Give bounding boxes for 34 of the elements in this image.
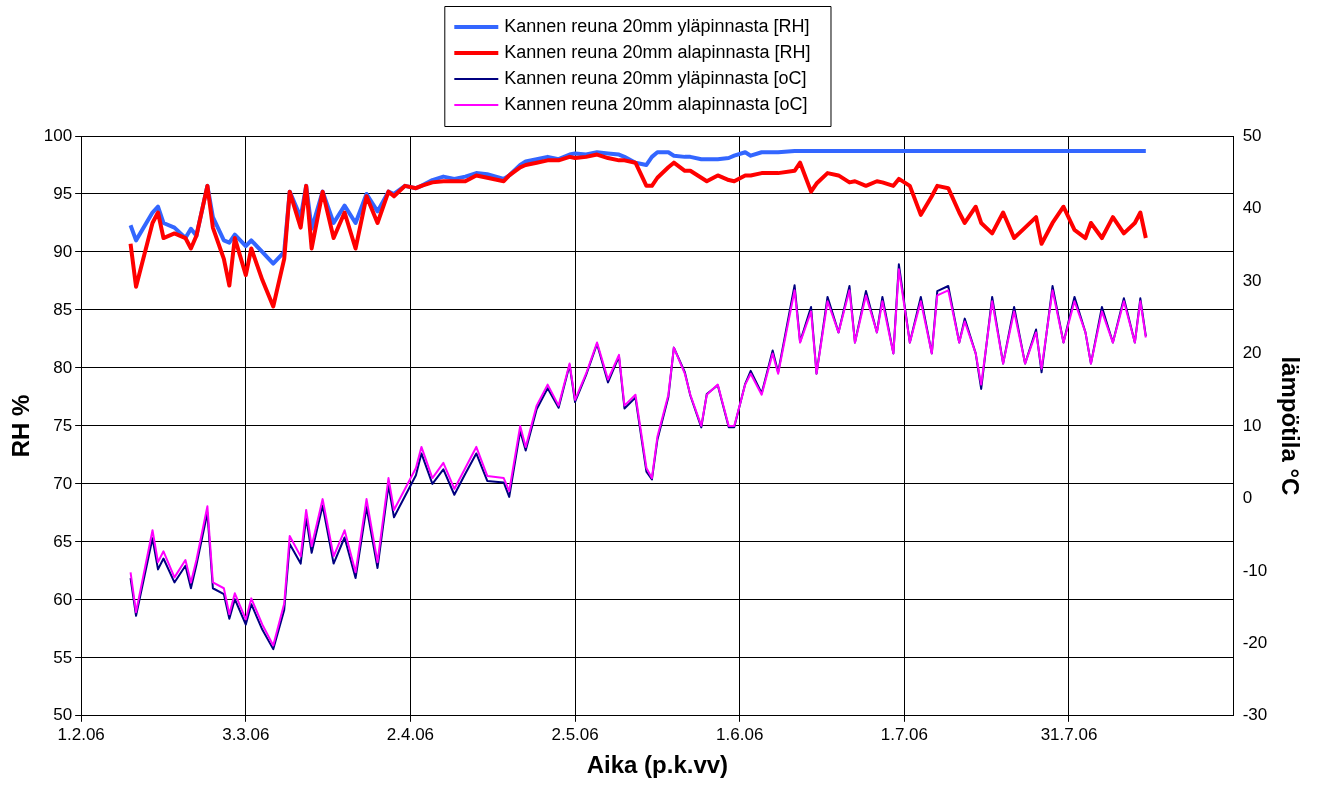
- y2-tick-label: -30: [1242, 705, 1268, 725]
- x-tick-label: 1.7.06: [880, 724, 928, 744]
- y-tick-label: 100: [43, 125, 73, 145]
- y-tick-label: 85: [53, 299, 73, 319]
- y2-tick-label: 40: [1242, 198, 1262, 218]
- legend-label: Kannen reuna 20mm alapinnasta [RH]: [504, 41, 811, 62]
- y2-tick-label: 50: [1242, 125, 1262, 145]
- y2-tick-label: 0: [1242, 488, 1253, 508]
- x-tick-label: 3.3.06: [222, 724, 270, 744]
- y-tick-label: 50: [53, 705, 73, 725]
- y-tick-label: 60: [53, 589, 73, 609]
- y-tick-label: 70: [53, 473, 73, 493]
- x-tick-label: 2.4.06: [386, 724, 435, 744]
- y-axis-title: RH %: [7, 394, 35, 458]
- y-tick-label: 90: [53, 241, 73, 261]
- y2-tick-label: 20: [1242, 343, 1262, 363]
- x-axis-title: Aika (p.k.vv): [586, 751, 729, 779]
- y-tick-label: 95: [53, 183, 73, 203]
- y2-axis-title: lämpötila °C: [1276, 356, 1304, 496]
- y2-tick-label: -20: [1242, 633, 1268, 653]
- y-tick-label: 80: [53, 357, 73, 377]
- y2-tick-label: 30: [1242, 270, 1262, 290]
- y2-tick-label: -10: [1242, 560, 1268, 580]
- x-tick-label: 1.6.06: [716, 724, 764, 744]
- x-tick-label: 31.7.06: [1040, 724, 1098, 744]
- legend-label: Kannen reuna 20mm alapinnasta [oC]: [504, 93, 808, 114]
- y-tick-label: 55: [53, 647, 73, 667]
- legend-label: Kannen reuna 20mm yläpinnasta [oC]: [504, 67, 807, 88]
- x-tick-label: 1.2.06: [57, 724, 105, 744]
- x-tick-label: 2.5.06: [551, 724, 599, 744]
- y-tick-label: 75: [53, 415, 73, 435]
- y2-tick-label: 10: [1242, 415, 1262, 435]
- legend-label: Kannen reuna 20mm yläpinnasta [RH]: [504, 15, 810, 36]
- y-tick-label: 65: [53, 531, 73, 551]
